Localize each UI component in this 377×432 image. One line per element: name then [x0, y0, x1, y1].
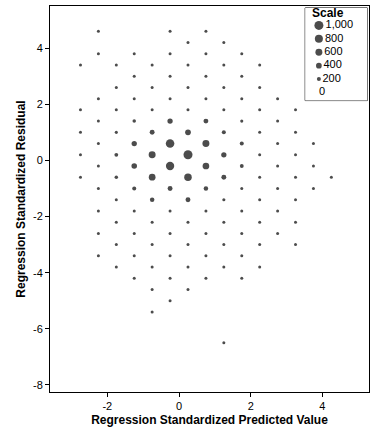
svg-text:2: 2 — [37, 98, 43, 110]
svg-text:1,000: 1,000 — [326, 18, 354, 30]
svg-text:4: 4 — [37, 42, 43, 54]
svg-text:-8: -8 — [33, 379, 43, 391]
svg-text:-2: -2 — [33, 210, 43, 222]
svg-text:-6: -6 — [33, 323, 43, 335]
svg-text:-2: -2 — [102, 400, 112, 412]
svg-text:Scale: Scale — [312, 6, 344, 20]
svg-text:600: 600 — [324, 45, 342, 57]
svg-text:800: 800 — [325, 32, 343, 44]
svg-text:-4: -4 — [33, 267, 43, 279]
svg-text:200: 200 — [322, 72, 340, 84]
svg-text:Regression Standardized Predic: Regression Standardized Predicted Value — [91, 413, 328, 427]
svg-text:0: 0 — [176, 400, 182, 412]
svg-text:2: 2 — [248, 400, 254, 412]
svg-text:Regression Standardized Residu: Regression Standardized Residual — [14, 100, 28, 297]
svg-text:400: 400 — [323, 58, 341, 70]
svg-text:0: 0 — [37, 154, 43, 166]
svg-text:4: 4 — [319, 400, 325, 412]
svg-text:0: 0 — [319, 85, 325, 97]
